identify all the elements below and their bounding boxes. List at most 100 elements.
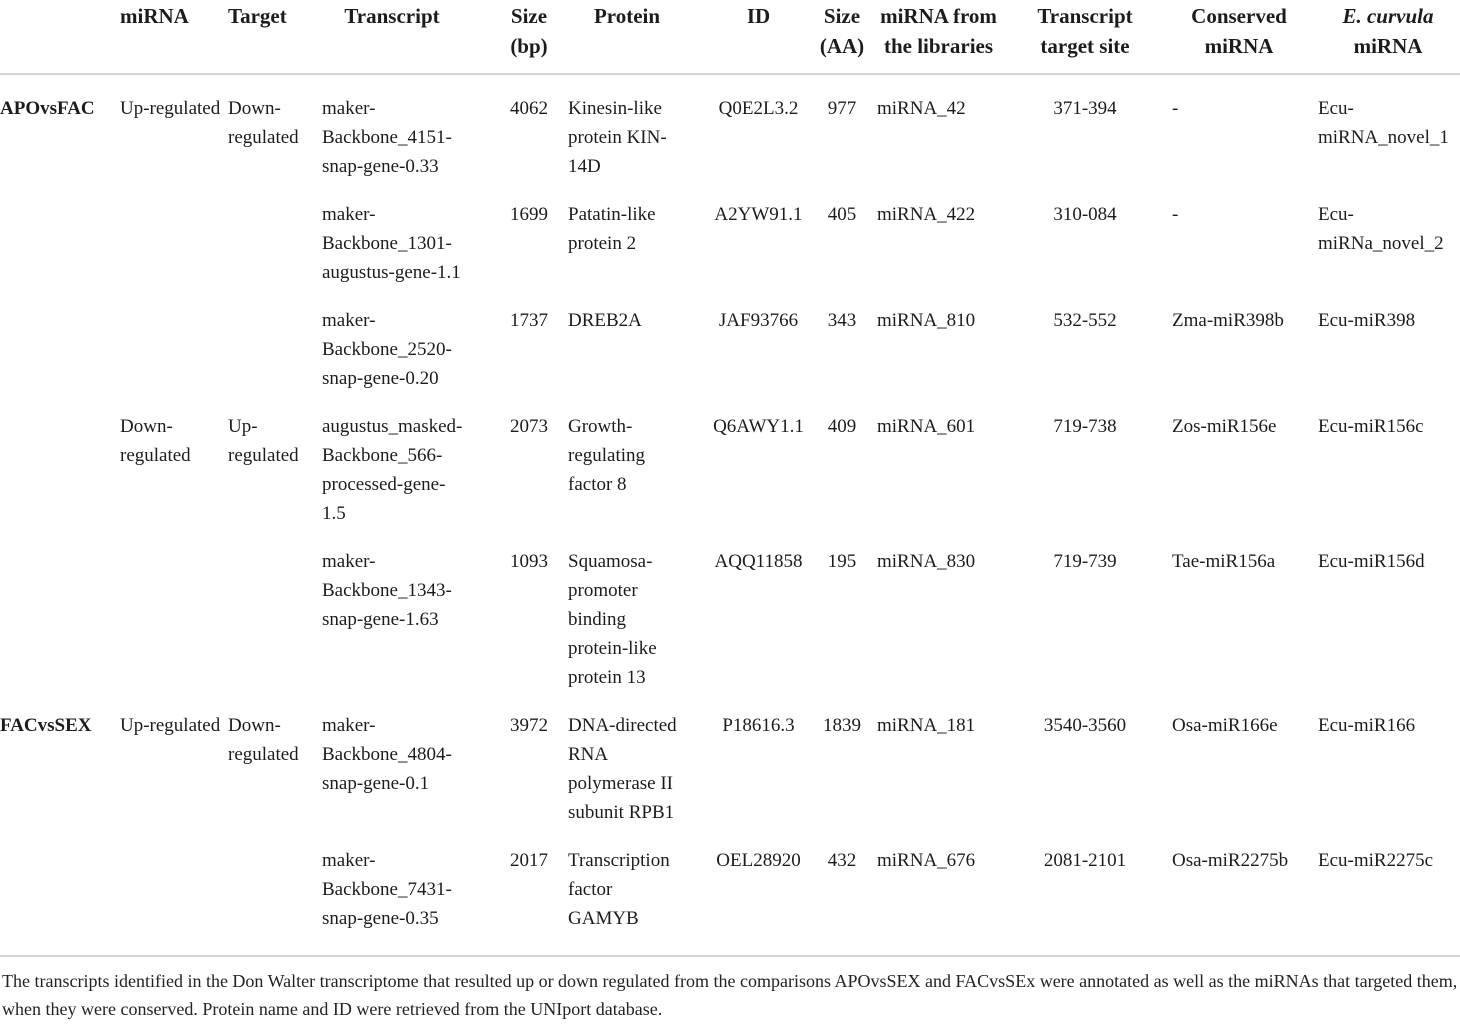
table-row: maker-Backbone_1301-augustus-gene-1.1 169… bbox=[0, 181, 1460, 287]
cell-size_aa: 343 bbox=[827, 310, 857, 331]
cell-target: Down-regulated bbox=[228, 98, 299, 148]
cell-size_bp: 3972 bbox=[510, 715, 548, 736]
cell-target bbox=[228, 528, 322, 692]
column-header-size_bp: Size (bp) bbox=[495, 0, 563, 75]
cell-mirna_lib: miRNA_830 bbox=[877, 551, 976, 572]
cell-mirna: Down-regulated bbox=[120, 416, 191, 466]
cell-id: Q0E2L3.2 bbox=[718, 98, 799, 119]
column-header-comparison bbox=[0, 0, 120, 75]
cell-size_aa: 432 bbox=[827, 850, 857, 871]
table-row: APOvsFAC Up-regulated Down-regulated maker-… bbox=[0, 74, 1460, 181]
cell-mirna_lib: miRNA_676 bbox=[877, 850, 976, 871]
cell-protein: Kinesin-like protein KIN-14D bbox=[568, 98, 667, 177]
cell-protein: Patatin-like protein 2 bbox=[568, 204, 656, 254]
cell-mirna bbox=[120, 827, 228, 955]
cell-conserved: Tae-miR156a bbox=[1172, 551, 1276, 572]
cell-target_site: 532-552 bbox=[1053, 310, 1117, 331]
column-header-conserved: Conserved miRNA bbox=[1160, 0, 1312, 75]
cell-id: Q6AWY1.1 bbox=[713, 416, 804, 437]
cell-size_aa: 405 bbox=[827, 204, 857, 225]
cell-comparison bbox=[0, 287, 120, 393]
cell-comparison bbox=[0, 827, 120, 955]
table-body: APOvsFAC Up-regulated Down-regulated maker-… bbox=[0, 74, 1460, 955]
cell-mirna: Up-regulated bbox=[120, 715, 221, 736]
cell-protein: Growth-regulating factor 8 bbox=[568, 416, 646, 495]
cell-mirna_lib: miRNA_810 bbox=[877, 310, 976, 331]
cell-id: A2YW91.1 bbox=[714, 204, 803, 225]
cell-transcript: maker-Backbone_4151-snap-gene-0.33 bbox=[322, 98, 452, 177]
table-row: maker-Backbone_1343-snap-gene-1.63 1093 Sq… bbox=[0, 528, 1460, 692]
cell-id: OEL28920 bbox=[716, 850, 801, 871]
cell-id: JAF93766 bbox=[718, 310, 799, 331]
cell-target bbox=[228, 827, 322, 955]
cell-ecu: Ecu-miR156c bbox=[1318, 416, 1424, 437]
cell-size_bp: 2073 bbox=[510, 416, 548, 437]
cell-target: Up-regulated bbox=[228, 416, 299, 466]
cell-size_bp: 1093 bbox=[510, 551, 548, 572]
cell-conserved: Zos-miR156e bbox=[1172, 416, 1277, 437]
cell-transcript: maker-Backbone_7431-snap-gene-0.35 bbox=[322, 850, 452, 929]
cell-target_site: 371-394 bbox=[1053, 98, 1117, 119]
cell-transcript: maker-Backbone_1301-augustus-gene-1.1 bbox=[322, 204, 461, 283]
mirna-target-table: miRNA Target Transcript Size (bp) Protein ID S… bbox=[0, 0, 1460, 955]
cell-size_bp: 1699 bbox=[510, 204, 548, 225]
cell-conserved: Zma-miR398b bbox=[1172, 310, 1284, 331]
cell-ecu: Ecu-miR398 bbox=[1318, 310, 1416, 331]
table-row: FACvsSEX Up-regulated Down-regulated maker-… bbox=[0, 692, 1460, 827]
cell-size_bp: 2017 bbox=[510, 850, 548, 871]
column-header-size_aa: Size (AA) bbox=[812, 0, 872, 75]
column-header-mirna_lib: miRNA from the libraries bbox=[872, 0, 1010, 75]
cell-id: AQQ11858 bbox=[714, 551, 803, 572]
table-footnote: The transcripts identified in the Don Wa… bbox=[0, 955, 1460, 1029]
cell-mirna: Up-regulated bbox=[120, 98, 221, 119]
cell-mirna bbox=[120, 528, 228, 692]
cell-transcript: maker-Backbone_1343-snap-gene-1.63 bbox=[322, 551, 452, 630]
cell-target_site: 2081-2101 bbox=[1043, 850, 1127, 871]
cell-size_aa: 195 bbox=[827, 551, 857, 572]
cell-size_aa: 1839 bbox=[823, 715, 861, 736]
cell-transcript: maker-Backbone_4804-snap-gene-0.1 bbox=[322, 715, 452, 794]
cell-target bbox=[228, 181, 322, 287]
cell-mirna bbox=[120, 287, 228, 393]
cell-mirna_lib: miRNA_601 bbox=[877, 416, 976, 437]
cell-mirna_lib: miRNA_42 bbox=[877, 98, 966, 119]
cell-ecu: Ecu-miRNa_novel_2 bbox=[1318, 204, 1444, 254]
cell-protein: Transcription factor GAMYB bbox=[568, 850, 670, 929]
table-row: maker-Backbone_2520-snap-gene-0.20 1737 DR… bbox=[0, 287, 1460, 393]
column-header-mirna: miRNA bbox=[120, 0, 228, 75]
column-header-target: Target bbox=[228, 0, 322, 75]
cell-comparison bbox=[0, 528, 120, 692]
cell-conserved: - bbox=[1172, 98, 1179, 119]
cell-ecu: Ecu-miR2275c bbox=[1318, 850, 1434, 871]
cell-comparison: APOvsFAC bbox=[0, 98, 95, 119]
column-header-ecu: E. curvula miRNA bbox=[1312, 0, 1460, 75]
cell-ecu: Ecu-miR166 bbox=[1318, 715, 1416, 736]
cell-target_site: 310-084 bbox=[1053, 204, 1117, 225]
cell-comparison bbox=[0, 393, 120, 528]
cell-conserved: - bbox=[1172, 204, 1179, 225]
column-header-target_site: Transcript target site bbox=[1010, 0, 1160, 75]
cell-target_site: 3540-3560 bbox=[1043, 715, 1127, 736]
cell-size_aa: 977 bbox=[827, 98, 857, 119]
cell-mirna bbox=[120, 181, 228, 287]
cell-mirna_lib: miRNA_181 bbox=[877, 715, 976, 736]
table-row: Down-regulated Up-regulated augustus_maske… bbox=[0, 393, 1460, 528]
column-header-id: ID bbox=[705, 0, 812, 75]
cell-target bbox=[228, 287, 322, 393]
cell-size_aa: 409 bbox=[827, 416, 857, 437]
cell-target_site: 719-738 bbox=[1053, 416, 1117, 437]
cell-size_bp: 4062 bbox=[510, 98, 548, 119]
cell-protein: Squamosa-promoter binding protein-like p… bbox=[568, 551, 657, 688]
column-header-transcript: Transcript bbox=[322, 0, 495, 75]
cell-comparison: FACvsSEX bbox=[0, 715, 92, 736]
cell-target: Down-regulated bbox=[228, 715, 299, 765]
cell-conserved: Osa-miR166e bbox=[1172, 715, 1278, 736]
cell-mirna_lib: miRNA_422 bbox=[877, 204, 976, 225]
cell-transcript: maker-Backbone_2520-snap-gene-0.20 bbox=[322, 310, 452, 389]
species-name-italic: E. curvula bbox=[1342, 4, 1434, 28]
table-header: miRNA Target Transcript Size (bp) Protein ID S… bbox=[0, 0, 1460, 75]
cell-target_site: 719-739 bbox=[1053, 551, 1117, 572]
column-header-protein: Protein bbox=[563, 0, 705, 75]
cell-protein: DNA-directed RNA polymerase II subunit R… bbox=[568, 715, 677, 823]
